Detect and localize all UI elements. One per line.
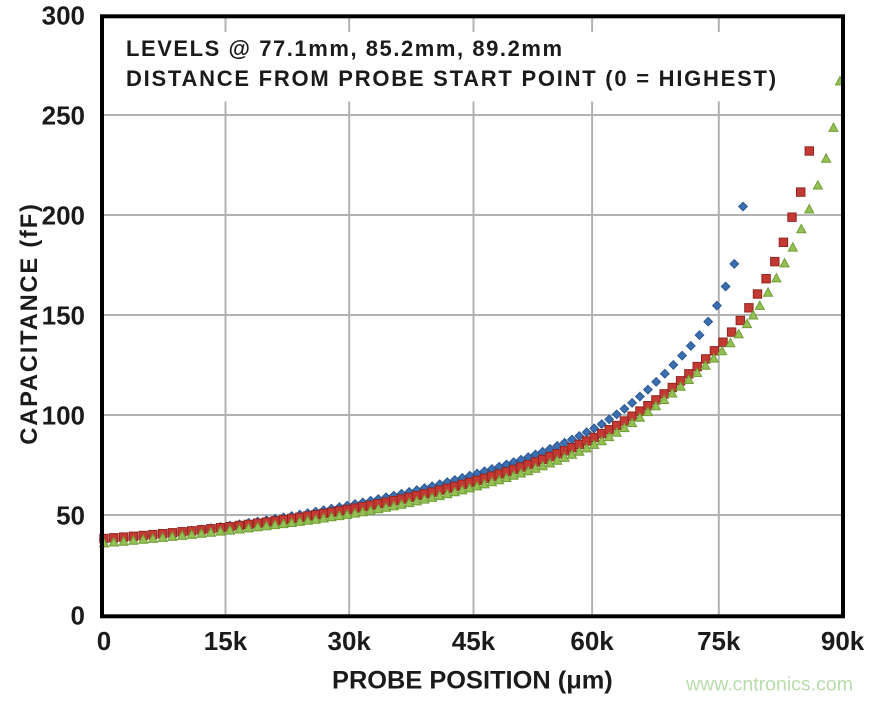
svg-text:90k: 90k xyxy=(821,626,865,656)
svg-text:60k: 60k xyxy=(570,626,614,656)
svg-text:www.cntronics.com: www.cntronics.com xyxy=(685,674,853,696)
svg-text:100: 100 xyxy=(42,400,85,430)
svg-text:0: 0 xyxy=(71,600,85,630)
svg-text:200: 200 xyxy=(42,200,85,230)
svg-text:30k: 30k xyxy=(328,626,372,656)
svg-text:LEVELS @ 77.1mm, 85.2mm, 89.2m: LEVELS @ 77.1mm, 85.2mm, 89.2mm xyxy=(126,36,564,61)
svg-text:250: 250 xyxy=(42,100,85,130)
svg-text:PROBE POSITION (μm): PROBE POSITION (μm) xyxy=(332,667,613,695)
svg-text:CAPACITANCE (fF): CAPACITANCE (fF) xyxy=(17,202,43,444)
svg-text:45k: 45k xyxy=(452,626,496,656)
svg-text:50: 50 xyxy=(56,500,85,530)
svg-text:75k: 75k xyxy=(697,626,741,656)
svg-text:150: 150 xyxy=(42,300,85,330)
svg-text:DISTANCE FROM PROBE START POIN: DISTANCE FROM PROBE START POINT (0 = HIG… xyxy=(126,66,778,91)
svg-text:0: 0 xyxy=(97,626,111,656)
svg-text:15k: 15k xyxy=(204,626,248,656)
svg-text:300: 300 xyxy=(42,1,85,31)
